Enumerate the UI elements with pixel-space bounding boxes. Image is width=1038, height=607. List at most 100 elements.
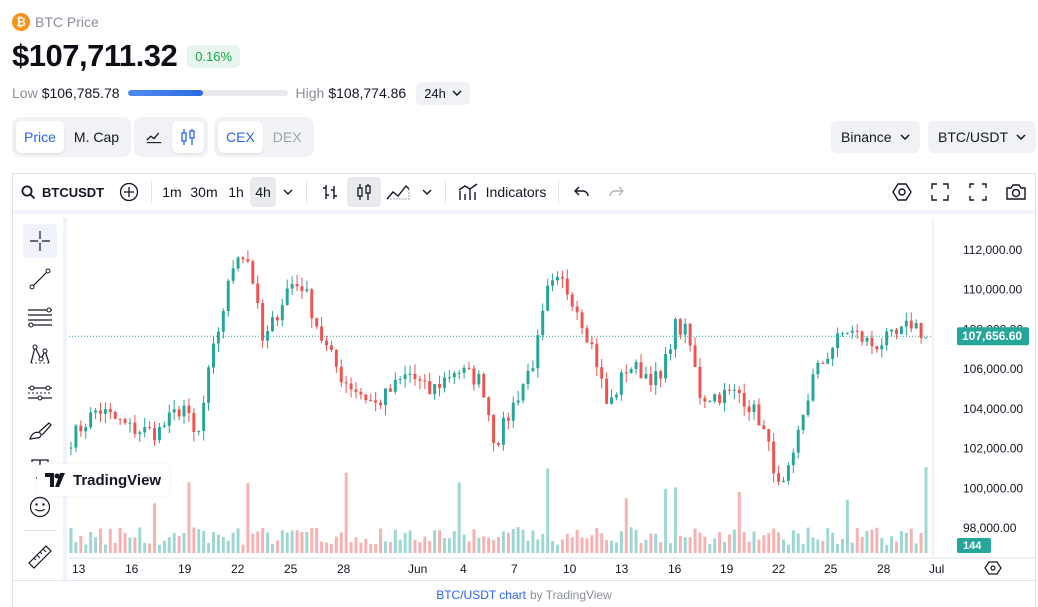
candle-body [595, 344, 599, 368]
toggle-market-cap[interactable]: M. Cap [73, 129, 120, 145]
volume-bar [374, 544, 378, 553]
emoji-tool[interactable] [23, 490, 57, 524]
crosshair-tool[interactable] [23, 224, 57, 258]
volume-bar [791, 530, 795, 553]
candle-body [492, 415, 496, 444]
redo-button[interactable] [599, 177, 633, 207]
volume-bar [669, 543, 672, 553]
candle-body [457, 372, 461, 374]
trend-line-tool[interactable] [23, 262, 57, 296]
screenshot-button[interactable] [997, 177, 1035, 207]
time-tick-label: 25 [284, 562, 298, 576]
volume-bar [433, 530, 437, 553]
area-chart-type-button[interactable] [381, 177, 415, 207]
interval-1h[interactable]: 1h [228, 184, 244, 200]
candle-body [99, 410, 102, 414]
volume-bar [560, 539, 564, 553]
candle-body [438, 384, 442, 388]
candle-body [610, 397, 613, 404]
candlestick-icon [181, 129, 195, 145]
candle-body [212, 343, 215, 368]
candle-body [723, 389, 727, 404]
interval-4h[interactable]: 4h [250, 177, 276, 207]
interval-1m[interactable]: 1m [162, 184, 182, 200]
volume-bar [585, 538, 589, 553]
candle-body [167, 412, 171, 426]
candle-body [295, 283, 299, 287]
exchange-dropdown[interactable]: Binance [831, 121, 920, 153]
toggle-dex[interactable]: DEX [272, 129, 302, 145]
area-chart-icon [386, 184, 410, 200]
candle-body [909, 320, 913, 329]
toggle-price[interactable]: Price [16, 121, 64, 153]
chart-attribution-link[interactable]: BTC/USDT chart [436, 587, 526, 602]
period-dropdown[interactable]: 24h [416, 81, 470, 105]
last-price-badge [957, 327, 1029, 346]
candle-body [772, 441, 776, 474]
toggle-cex[interactable]: CEX [218, 121, 263, 153]
prediction-tool[interactable] [23, 376, 57, 410]
candle-body [153, 428, 157, 441]
fullscreen-button[interactable] [921, 177, 959, 207]
volume-bar [546, 468, 550, 553]
candle-chart-toggle[interactable] [172, 121, 204, 153]
candle-body [462, 367, 466, 373]
volume-bar [845, 499, 849, 553]
fullscreen-icon [931, 183, 949, 201]
brush-tool[interactable] [23, 414, 57, 448]
maximize-button[interactable] [959, 177, 997, 207]
candle-body [349, 383, 353, 390]
pair-dropdown[interactable]: BTC/USDT [928, 121, 1036, 153]
indicators-button[interactable]: Indicators [452, 177, 552, 207]
candle-body [89, 412, 93, 428]
candle-body [796, 429, 800, 453]
undo-button[interactable] [565, 177, 599, 207]
line-chart-toggle[interactable] [138, 121, 170, 153]
interval-dropdown[interactable] [276, 177, 300, 207]
volume-bar [757, 539, 761, 553]
symbol-search[interactable]: BTCUSDT [13, 177, 113, 207]
candle-body [261, 302, 265, 341]
volume-bar [138, 527, 142, 553]
chevron-down-icon [283, 189, 293, 195]
camera-icon [1006, 184, 1026, 200]
emoji-icon [29, 496, 51, 518]
candle-body [693, 345, 697, 367]
price-tick-label: 104,000.00 [963, 402, 1023, 416]
pattern-tool[interactable] [23, 338, 57, 372]
candle-body [742, 393, 746, 407]
chart-plot-area[interactable]: 112,000.00110,000.00108,000.00106,000.00… [69, 218, 1035, 580]
candle-body [334, 350, 338, 367]
chart-type-dropdown[interactable] [415, 177, 439, 207]
candle-chart-type-button[interactable] [347, 177, 381, 207]
volume-bar [919, 532, 923, 553]
interval-30m[interactable]: 30m [190, 184, 218, 200]
volume-bar [831, 532, 835, 553]
measure-tool[interactable] [23, 540, 57, 574]
candle-body [732, 389, 736, 391]
chart-settings-button[interactable] [883, 177, 921, 207]
ruler-icon [28, 545, 52, 569]
price-tick-label: 112,000.00 [963, 243, 1022, 257]
price-tick-label: 102,000.00 [963, 442, 1023, 456]
volume-bar [904, 532, 908, 553]
volume-bar [280, 530, 284, 553]
volume-bar [197, 529, 201, 553]
volume-bar [693, 528, 697, 553]
volume-bar [909, 528, 913, 553]
volume-bar [275, 540, 279, 553]
volume-bar [246, 483, 250, 553]
volume-bar [241, 544, 245, 553]
range-bar-fill [127, 90, 203, 96]
candle-body [555, 276, 559, 281]
chevron-down-icon [452, 90, 462, 96]
volume-bar [202, 530, 206, 553]
compare-symbol-button[interactable] [113, 177, 145, 207]
bar-chart-type-button[interactable] [313, 177, 347, 207]
candle-body [172, 409, 176, 413]
volume-bar [723, 541, 727, 553]
fib-retracement-tool[interactable] [23, 300, 57, 334]
candle-body [605, 378, 609, 404]
volume-bar [408, 530, 412, 553]
volume-bar [472, 529, 476, 553]
